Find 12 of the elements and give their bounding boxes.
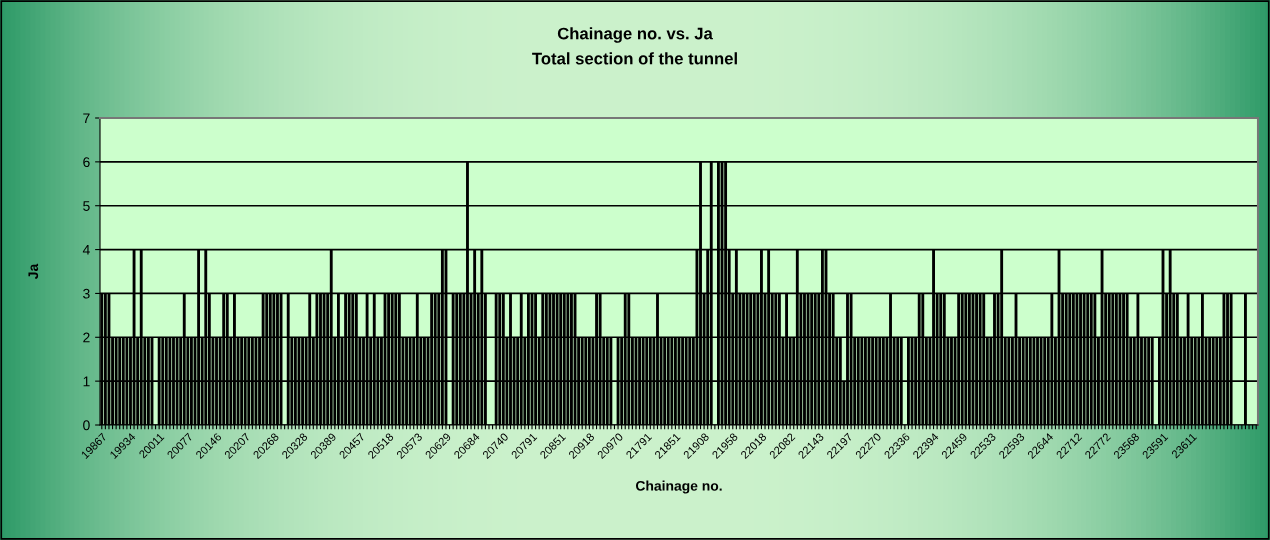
y-tick-label: 7 (83, 113, 90, 124)
y-tick-label: 5 (83, 201, 90, 211)
chart-title: Chainage no. vs. Ja (557, 27, 713, 43)
chart-subtitle: Total section of the tunnel (532, 52, 737, 65)
y-tick-label: 6 (83, 157, 90, 168)
y-tick-label: 3 (83, 288, 90, 299)
y-tick-label: 2 (83, 332, 90, 343)
y-tick-label: 4 (82, 245, 90, 255)
y-tick-label: 1 (83, 376, 90, 387)
x-axis-title: Chainage no. (635, 480, 722, 494)
y-tick-label: 0 (83, 420, 90, 431)
y-axis-title: Ja (28, 263, 39, 280)
